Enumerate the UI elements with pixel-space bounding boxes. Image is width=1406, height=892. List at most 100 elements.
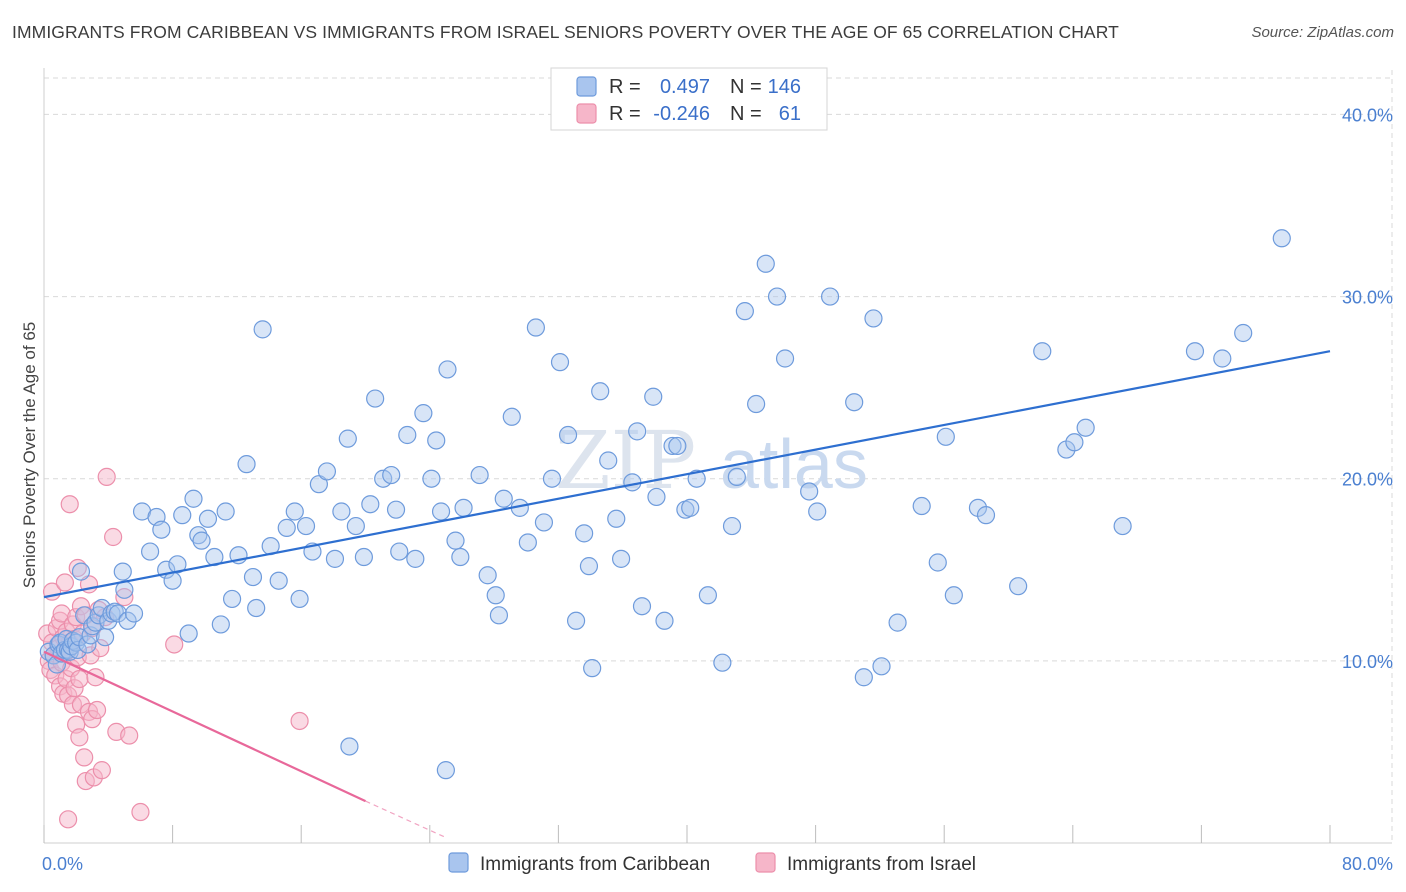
caribbean-point xyxy=(198,509,218,528)
caribbean-points xyxy=(39,229,1291,780)
legend-swatch-caribbean xyxy=(576,76,597,97)
y-tick-label: 30.0% xyxy=(1342,288,1393,308)
y-tick-label: 20.0% xyxy=(1342,470,1393,490)
legend-r-label-israel: R = xyxy=(609,103,641,125)
caribbean-point xyxy=(767,287,787,306)
caribbean-point xyxy=(340,737,359,756)
caribbean-point xyxy=(354,547,373,567)
y-tick-label: 10.0% xyxy=(1342,652,1393,672)
caribbean-point xyxy=(735,302,754,321)
caribbean-point xyxy=(628,422,647,441)
israel-trend-extension xyxy=(365,800,447,839)
caribbean-point xyxy=(747,394,766,414)
caribbean-point xyxy=(644,387,663,406)
caribbean-point xyxy=(451,547,470,567)
caribbean-point xyxy=(237,455,256,474)
israel-point xyxy=(165,635,184,654)
caribbean-point xyxy=(346,516,365,536)
caribbean-point xyxy=(222,589,242,609)
caribbean-point xyxy=(494,489,513,508)
legend: R = 0.497 N = 146 R = -0.246 N = 61 xyxy=(550,67,828,131)
israel-point xyxy=(104,527,123,547)
bottom-legend-israel: Immigrants from Israel xyxy=(787,854,976,875)
caribbean-point xyxy=(663,436,682,456)
caribbean-point xyxy=(775,349,795,368)
israel-point xyxy=(60,495,79,514)
caribbean-point xyxy=(431,502,451,521)
x-tick-label-max: 80.0% xyxy=(1342,854,1393,874)
caribbean-point xyxy=(591,382,610,401)
legend-box xyxy=(550,67,828,131)
bottom-legend-swatch-caribbean xyxy=(448,852,469,873)
caribbean-point xyxy=(655,611,674,630)
trend-lines xyxy=(43,350,1331,839)
caribbean-point xyxy=(820,287,840,306)
caribbean-point xyxy=(1185,342,1205,361)
caribbean-point xyxy=(756,254,775,273)
caribbean-point xyxy=(71,562,91,581)
chart-title: IMMIGRANTS FROM CARIBBEAN VS IMMIGRANTS … xyxy=(12,22,1119,42)
caribbean-point xyxy=(583,659,602,678)
israel-point xyxy=(59,810,78,829)
caribbean-point xyxy=(1065,433,1084,452)
caribbean-point xyxy=(722,516,742,536)
caribbean-point xyxy=(436,761,455,780)
legend-swatch-israel xyxy=(576,103,597,124)
caribbean-point xyxy=(526,318,545,337)
caribbean-point xyxy=(454,498,473,517)
caribbean-point xyxy=(192,531,211,550)
y-tick-label: 40.0% xyxy=(1342,105,1393,125)
caribbean-point xyxy=(912,496,931,516)
caribbean-point xyxy=(800,482,819,501)
caribbean-point xyxy=(687,469,706,488)
caribbean-point xyxy=(382,465,401,485)
caribbean-point xyxy=(285,502,304,521)
caribbean-point xyxy=(366,389,385,408)
caribbean-point xyxy=(470,465,489,485)
caribbean-point xyxy=(338,429,357,448)
caribbean-point xyxy=(189,526,208,545)
tick-labels: 10.0% 20.0% 30.0% 40.0% 0.0% 80.0% xyxy=(42,105,1393,874)
x-tick-label-min: 0.0% xyxy=(42,854,83,874)
caribbean-point xyxy=(179,624,198,643)
caribbean-point xyxy=(558,425,578,445)
caribbean-point xyxy=(727,467,746,486)
axes xyxy=(43,68,1392,844)
caribbean-point xyxy=(534,513,554,532)
caribbean-point xyxy=(325,549,345,568)
grid-lines xyxy=(44,70,1393,843)
caribbean-point xyxy=(518,533,537,552)
caribbean-point xyxy=(184,489,203,508)
caribbean-point xyxy=(478,566,497,585)
caribbean-point xyxy=(290,589,309,609)
israel-point xyxy=(55,573,74,592)
caribbean-point xyxy=(668,436,687,456)
legend-r-label-caribbean: R = xyxy=(609,76,641,98)
chart-source: Source: ZipAtlas.com xyxy=(1251,24,1394,41)
caribbean-point xyxy=(872,657,891,676)
caribbean-point xyxy=(414,404,433,423)
caribbean-point xyxy=(944,586,963,605)
bottom-legend: Immigrants from Caribbean Immigrants fro… xyxy=(448,852,976,875)
legend-n-label-caribbean: N = xyxy=(730,76,762,98)
israel-point xyxy=(87,700,107,720)
caribbean-point xyxy=(173,506,192,525)
caribbean-point xyxy=(152,520,171,539)
caribbean-point xyxy=(427,431,446,450)
caribbean-point xyxy=(243,567,263,587)
caribbean-point xyxy=(67,633,86,652)
caribbean-point xyxy=(611,549,631,568)
caribbean-point xyxy=(113,562,132,581)
caribbean-point xyxy=(845,393,864,412)
israel-point xyxy=(120,726,139,745)
caribbean-point xyxy=(277,518,296,537)
caribbean-point xyxy=(808,502,827,521)
legend-n-label-israel: N = xyxy=(730,103,762,125)
caribbean-point xyxy=(1033,342,1052,361)
watermark: ZIP atlas xyxy=(555,414,868,507)
caribbean-point xyxy=(575,524,594,543)
caribbean-point xyxy=(102,604,121,623)
caribbean-point xyxy=(438,360,457,379)
caribbean-point xyxy=(1009,577,1028,596)
israel-point xyxy=(70,669,89,689)
